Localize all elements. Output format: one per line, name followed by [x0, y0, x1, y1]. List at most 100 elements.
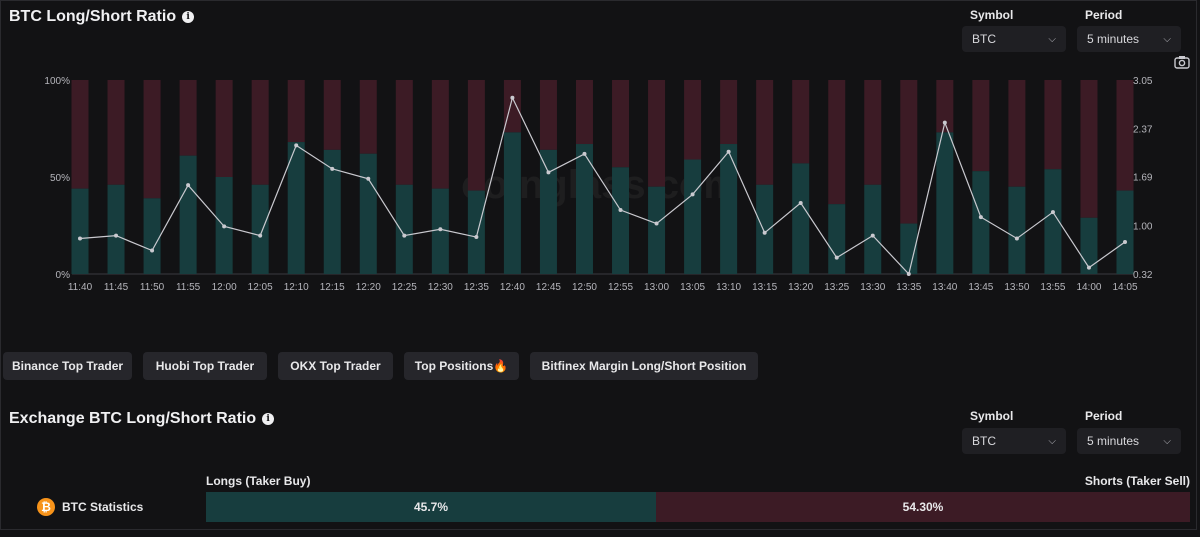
- x-tick-label: 13:20: [788, 282, 813, 293]
- short-bar: [107, 80, 125, 185]
- short-bar: [395, 80, 413, 185]
- longs-label: Longs (Taker Buy): [206, 474, 311, 488]
- ratio-point: [330, 166, 335, 171]
- tab-bitfinex-margin[interactable]: Bitfinex Margin Long/Short Position: [530, 352, 758, 380]
- bitcoin-icon: ₿: [37, 498, 55, 516]
- shorts-percent: 54.30%: [902, 500, 944, 514]
- x-tick-label: 12:30: [428, 282, 453, 293]
- ratio-point: [942, 120, 947, 125]
- ratio-point: [654, 221, 659, 226]
- ratio-point: [978, 215, 983, 220]
- chart-axes: 11:40 11:45 11:50 11:55 12:00 12:05 12:10 12:15…: [44, 76, 1152, 293]
- x-tick-label: 13:15: [752, 282, 777, 293]
- short-bar: [287, 80, 305, 143]
- symbol-label: Symbol: [970, 8, 1014, 22]
- x-tick-label: 12:05: [248, 282, 273, 293]
- chevron-down-icon: ⌵: [1163, 435, 1171, 447]
- shorts-bar: 54.30%: [656, 492, 1190, 522]
- short-bar: [215, 80, 233, 177]
- short-bar: [936, 80, 954, 133]
- short-bar: [1044, 80, 1062, 170]
- y-right-tick-label: 1.69: [1133, 173, 1153, 184]
- tab-huobi-top-trader[interactable]: Huobi Top Trader: [143, 352, 267, 380]
- long-bar: [756, 184, 774, 274]
- ratio-point: [546, 170, 551, 175]
- info-icon[interactable]: i: [182, 11, 195, 23]
- x-tick-label: 12:45: [536, 282, 561, 293]
- period-label: Period: [1085, 8, 1123, 22]
- short-bar: [1116, 80, 1134, 191]
- chart-title-text: BTC Long/Short Ratio: [9, 8, 177, 25]
- btc-statistics-label: BTC Statistics: [62, 500, 144, 514]
- camera-icon[interactable]: [1174, 55, 1190, 69]
- ratio-point: [222, 224, 227, 229]
- y-left-tick-label: 0%: [56, 270, 71, 281]
- chart-title: BTC Long/Short Ratio i: [9, 8, 195, 26]
- chart-line: [78, 95, 1127, 276]
- long-bar: [1008, 186, 1026, 274]
- long-bar: [71, 188, 89, 274]
- short-bar: [900, 80, 918, 224]
- symbol-select[interactable]: BTC ⌵: [962, 26, 1066, 52]
- short-bar: [720, 80, 738, 145]
- ratio-point: [258, 233, 263, 238]
- period-select[interactable]: 5 minutes ⌵: [1077, 26, 1181, 52]
- short-bar: [612, 80, 630, 168]
- x-tick-label: 12:55: [608, 282, 633, 293]
- long-bar: [107, 184, 125, 274]
- tab-okx-top-trader[interactable]: OKX Top Trader: [278, 352, 393, 380]
- y-left-tick-label: 100%: [44, 76, 70, 87]
- x-tick-label: 12:35: [464, 282, 489, 293]
- x-tick-label: 13:40: [932, 282, 957, 293]
- long-bar: [467, 190, 485, 274]
- x-tick-label: 12:10: [284, 282, 309, 293]
- x-tick-label: 13:25: [824, 282, 849, 293]
- ratio-point: [870, 233, 875, 238]
- short-bar: [431, 80, 449, 189]
- long-bar: [359, 153, 377, 274]
- x-tick-label: 12:20: [356, 282, 381, 293]
- long-bar: [539, 149, 557, 274]
- x-tick-label: 13:50: [1004, 282, 1029, 293]
- ratio-point: [618, 208, 623, 213]
- chevron-down-icon: ⌵: [1048, 435, 1056, 447]
- ratio-point: [294, 143, 299, 148]
- long-bar: [575, 144, 593, 274]
- ratio-point: [186, 183, 191, 188]
- y-right-tick-label: 1.00: [1133, 222, 1153, 233]
- long-bar: [648, 186, 666, 274]
- long-bar: [900, 223, 918, 274]
- short-bar: [864, 80, 882, 185]
- x-tick-label: 11:45: [104, 282, 129, 293]
- ratio-point: [402, 233, 407, 238]
- ratio-point: [726, 149, 731, 154]
- exchange-symbol-select[interactable]: BTC ⌵: [962, 428, 1066, 454]
- short-bar: [503, 80, 521, 133]
- info-icon[interactable]: i: [262, 413, 275, 425]
- exchange-symbol-value: BTC: [972, 434, 996, 448]
- ratio-point: [798, 200, 803, 205]
- x-tick-label: 13:00: [644, 282, 669, 293]
- exchange-period-value: 5 minutes: [1087, 434, 1140, 448]
- y-right-tick-label: 2.37: [1133, 124, 1153, 135]
- short-bar: [143, 80, 161, 199]
- long-bar: [1116, 190, 1134, 274]
- symbol-select-value: BTC: [972, 32, 996, 46]
- short-bar: [756, 80, 774, 185]
- chevron-down-icon: ⌵: [1048, 33, 1056, 45]
- longs-bar: 45.7%: [206, 492, 656, 522]
- long-bar: [720, 144, 738, 274]
- short-bar: [1080, 80, 1098, 218]
- x-tick-label: 12:25: [392, 282, 417, 293]
- tab-top-positions[interactable]: Top Positions🔥: [404, 352, 519, 380]
- long-bar: [792, 163, 810, 274]
- long-bar: [143, 198, 161, 274]
- x-tick-label: 11:50: [140, 282, 165, 293]
- exchange-period-label: Period: [1085, 409, 1123, 423]
- tab-binance-top-trader[interactable]: Binance Top Trader: [3, 352, 132, 380]
- long-bar: [612, 167, 630, 274]
- exchange-title: Exchange BTC Long/Short Ratio i: [9, 410, 275, 428]
- x-tick-label: 12:50: [572, 282, 597, 293]
- exchange-period-select[interactable]: 5 minutes ⌵: [1077, 428, 1181, 454]
